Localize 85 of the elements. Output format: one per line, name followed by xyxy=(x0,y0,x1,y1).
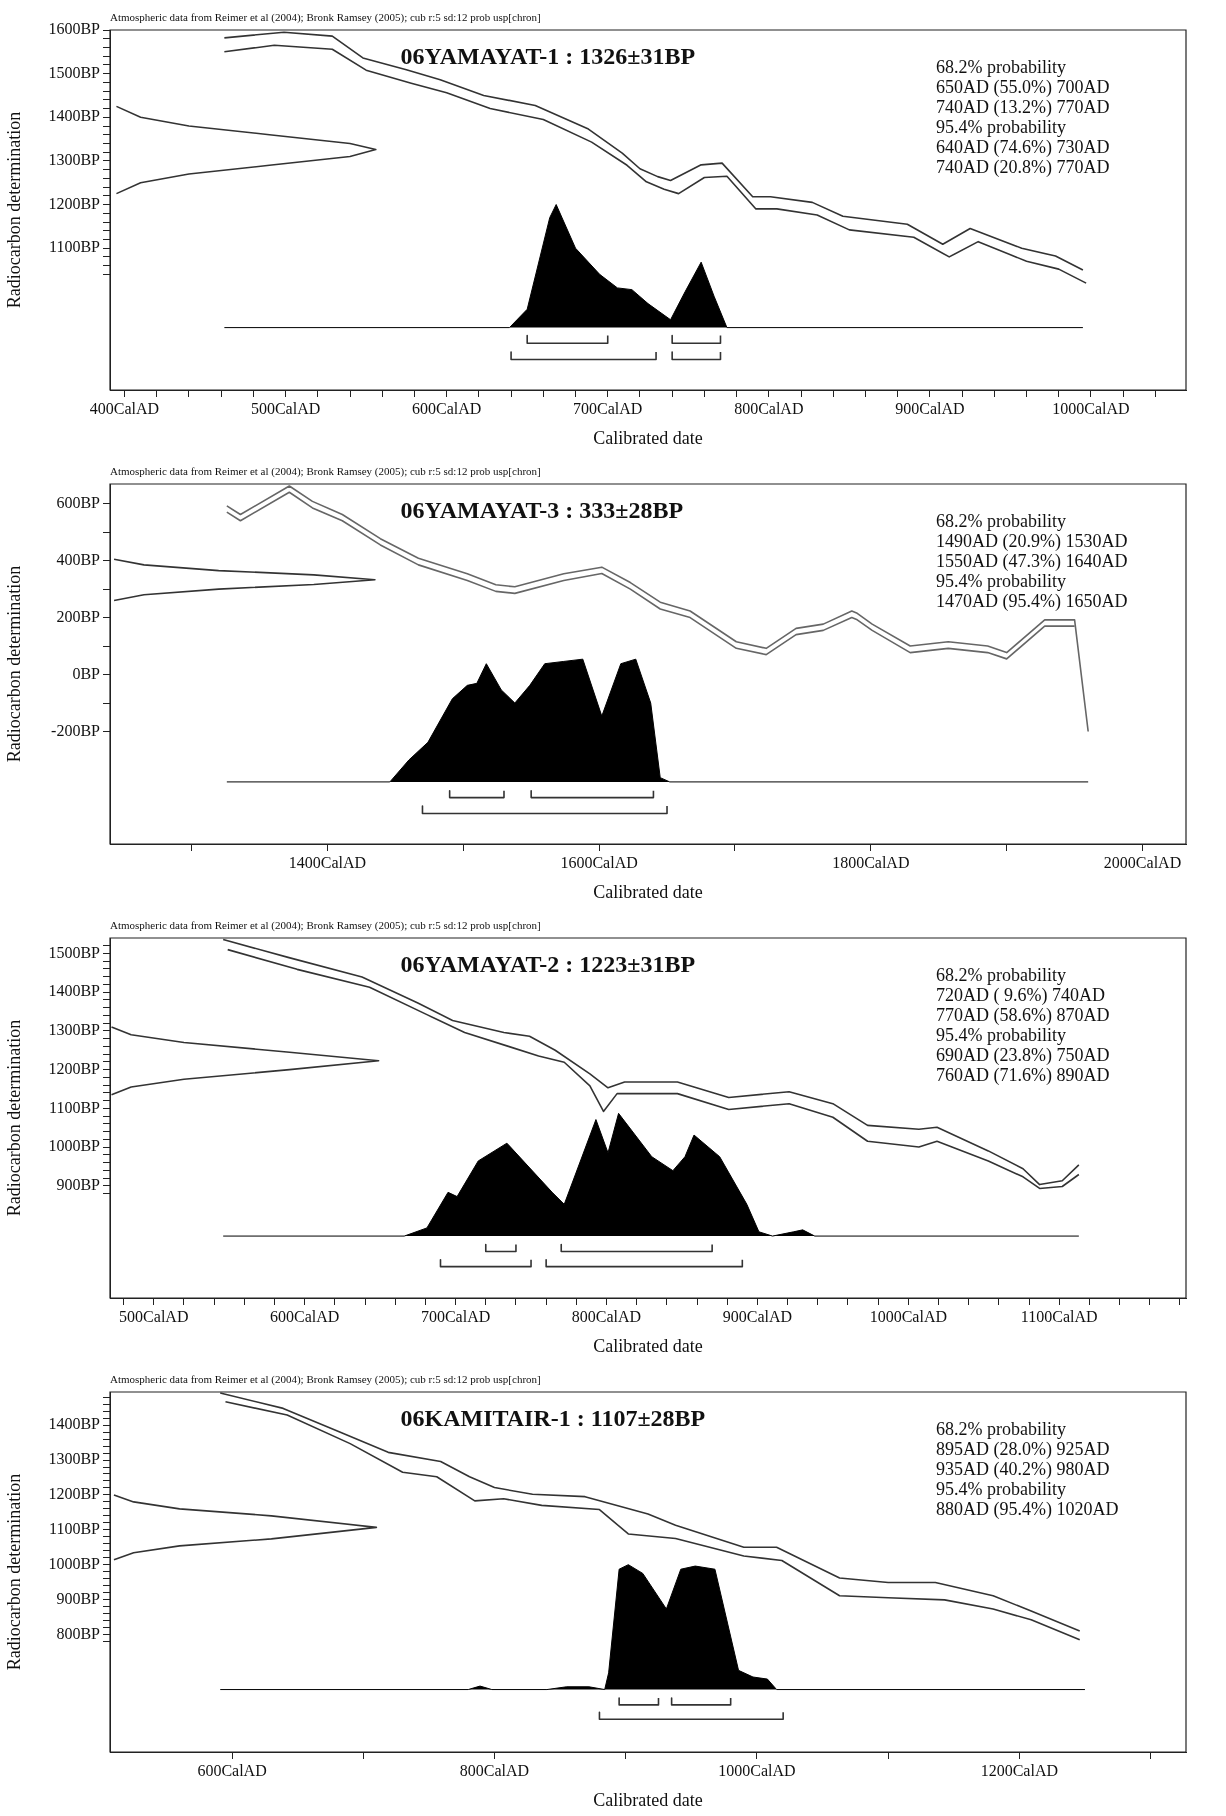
annotation: 690AD (23.8%) 750AD xyxy=(936,1044,1110,1066)
x-tick-label: 1100CalAD xyxy=(1020,1307,1098,1325)
text: Atmospheric data from Reimer et al (2004); Bronk Ramsey (2005); cub r:5 sd:12 prob usp[chron] xyxy=(110,464,541,478)
y-tick-label: 1500BP xyxy=(48,63,101,81)
annotation: 95.4% probability xyxy=(936,1024,1066,1045)
x-tick-label: 600CalAD xyxy=(411,399,482,417)
text: 06YAMAYAT-1 : 1326±31BP xyxy=(400,43,696,70)
y-tick-label: 1000BP xyxy=(48,1137,101,1155)
y-tick-label: 1500BP xyxy=(48,943,101,961)
y-tick-label: 1100BP xyxy=(49,1519,101,1537)
y-tick-label: 1100BP xyxy=(49,238,101,256)
x-tick-label: 600CalAD xyxy=(270,1307,340,1325)
annotation: 640AD (74.6%) 730AD xyxy=(936,136,1110,158)
y-tick-label: -200BP xyxy=(51,721,101,739)
y-tick-label: 1400BP xyxy=(48,107,101,125)
x-tick-label: 900CalAD xyxy=(895,399,965,417)
annotation: 1550AD (47.3%) 1640AD xyxy=(936,550,1128,572)
y-tick-label: 1200BP xyxy=(48,1485,101,1503)
x-tick-label: 1800CalAD xyxy=(832,853,910,871)
annotation: 740AD (13.2%) 770AD xyxy=(936,96,1110,118)
x-tick-label: 800CalAD xyxy=(571,1307,642,1325)
x-tick-label: 1400CalAD xyxy=(288,853,367,871)
y-tick-label: 900BP xyxy=(56,1589,101,1607)
annotation: 68.2% probability xyxy=(936,510,1066,531)
y-axis-title: Radiocarbon determination xyxy=(3,565,24,763)
y-axis-title: Radiocarbon determination xyxy=(3,111,24,309)
x-tick-label: 500CalAD xyxy=(250,399,321,417)
y-tick-label: 1000BP xyxy=(48,1554,101,1572)
annotation: 895AD (28.0%) 925AD xyxy=(936,1438,1110,1460)
annotation: 935AD (40.2%) 980AD xyxy=(936,1458,1110,1480)
x-tick-label: 500CalAD xyxy=(119,1307,189,1325)
text: Atmospheric data from Reimer et al (2004); Bronk Ramsey (2005); cub r:5 sd:12 prob usp[chron] xyxy=(110,918,541,932)
annotation: 650AD (55.0%) 700AD xyxy=(936,76,1110,98)
x-axis-title: Calibrated date xyxy=(593,1789,703,1810)
annotation: 68.2% probability xyxy=(936,964,1066,985)
annotation: 1470AD (95.4%) 1650AD xyxy=(936,590,1128,612)
x-tick-label: 1600CalAD xyxy=(560,853,638,871)
annotation: 760AD (71.6%) 890AD xyxy=(936,1064,1110,1086)
y-tick-label: 1400BP xyxy=(48,1415,101,1433)
y-tick-label: 1400BP xyxy=(48,982,101,1000)
text: Atmospheric data from Reimer et al (2004); Bronk Ramsey (2005); cub r:5 sd:12 prob usp[chron] xyxy=(110,10,541,24)
y-tick-label: 1600BP xyxy=(48,20,101,38)
y-tick-label: 1300BP xyxy=(48,151,101,169)
y-tick-label: 1200BP xyxy=(48,194,101,212)
y-axis-title: Radiocarbon determination xyxy=(3,1473,24,1671)
annotation: 880AD (95.4%) 1020AD xyxy=(936,1498,1119,1520)
y-tick-label: 1100BP xyxy=(49,1098,101,1116)
y-tick-label: 1200BP xyxy=(48,1059,101,1077)
text: Atmospheric data from Reimer et al (2004); Bronk Ramsey (2005); cub r:5 sd:12 prob usp[chron] xyxy=(110,1372,541,1386)
y-axis-title: Radiocarbon determination xyxy=(3,1019,24,1217)
y-tick-label: 400BP xyxy=(56,550,101,568)
text: 06YAMAYAT-3 : 333±28BP xyxy=(400,497,684,524)
x-tick-label: 2000CalAD xyxy=(1103,853,1182,871)
x-tick-label: 1000CalAD xyxy=(718,1761,796,1779)
x-tick-label: 900CalAD xyxy=(722,1307,793,1325)
annotation: 1490AD (20.9%) 1530AD xyxy=(936,530,1128,552)
annotation: 95.4% probability xyxy=(936,116,1066,137)
annotation: 770AD (58.6%) 870AD xyxy=(936,1004,1110,1026)
annotation: 95.4% probability xyxy=(936,1478,1066,1499)
x-axis-title: Calibrated date xyxy=(593,1335,703,1356)
x-tick-label: 600CalAD xyxy=(197,1761,267,1779)
annotation: 68.2% probability xyxy=(936,56,1066,77)
x-tick-label: 1000CalAD xyxy=(1052,399,1130,417)
text: 06YAMAYAT-2 : 1223±31BP xyxy=(400,951,696,978)
y-tick-label: 900BP xyxy=(56,1175,101,1193)
x-tick-label: 400CalAD xyxy=(89,399,160,417)
y-tick-label: 1300BP xyxy=(48,1450,101,1468)
y-tick-label: 800BP xyxy=(56,1624,101,1642)
x-tick-label: 800CalAD xyxy=(734,399,804,417)
y-tick-label: 200BP xyxy=(56,607,101,625)
y-tick-label: 0BP xyxy=(72,664,101,682)
x-tick-label: 700CalAD xyxy=(420,1307,491,1325)
x-axis-title: Calibrated date xyxy=(593,881,703,902)
x-axis-title: Calibrated date xyxy=(593,427,703,448)
x-tick-label: 800CalAD xyxy=(459,1761,530,1779)
annotation: 68.2% probability xyxy=(936,1418,1066,1439)
annotation: 95.4% probability xyxy=(936,570,1066,591)
annotation: 740AD (20.8%) 770AD xyxy=(936,156,1110,178)
text: 06KAMITAIR-1 : 1107±28BP xyxy=(400,1405,706,1432)
y-tick-label: 600BP xyxy=(56,493,101,511)
y-tick-label: 1300BP xyxy=(48,1021,101,1039)
x-tick-label: 1000CalAD xyxy=(869,1307,947,1325)
x-tick-label: 1200CalAD xyxy=(980,1761,1059,1779)
x-tick-label: 700CalAD xyxy=(573,399,643,417)
annotation: 720AD ( 9.6%) 740AD xyxy=(936,984,1105,1006)
